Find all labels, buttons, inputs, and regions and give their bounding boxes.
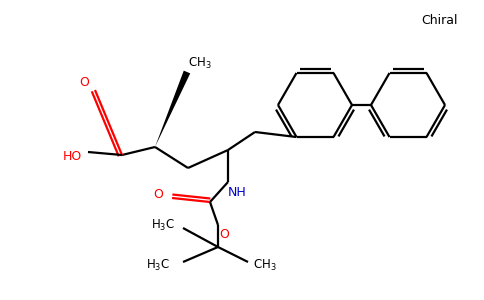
Polygon shape (155, 70, 190, 147)
Text: CH$_3$: CH$_3$ (253, 257, 277, 272)
Text: O: O (79, 76, 89, 88)
Text: O: O (219, 229, 229, 242)
Text: O: O (153, 188, 163, 202)
Text: H$_3$C: H$_3$C (146, 257, 170, 272)
Text: CH$_3$: CH$_3$ (188, 56, 212, 70)
Text: Chiral: Chiral (422, 14, 458, 26)
Text: NH: NH (227, 185, 246, 199)
Text: H$_3$C: H$_3$C (151, 218, 175, 232)
Text: HO: HO (62, 151, 82, 164)
